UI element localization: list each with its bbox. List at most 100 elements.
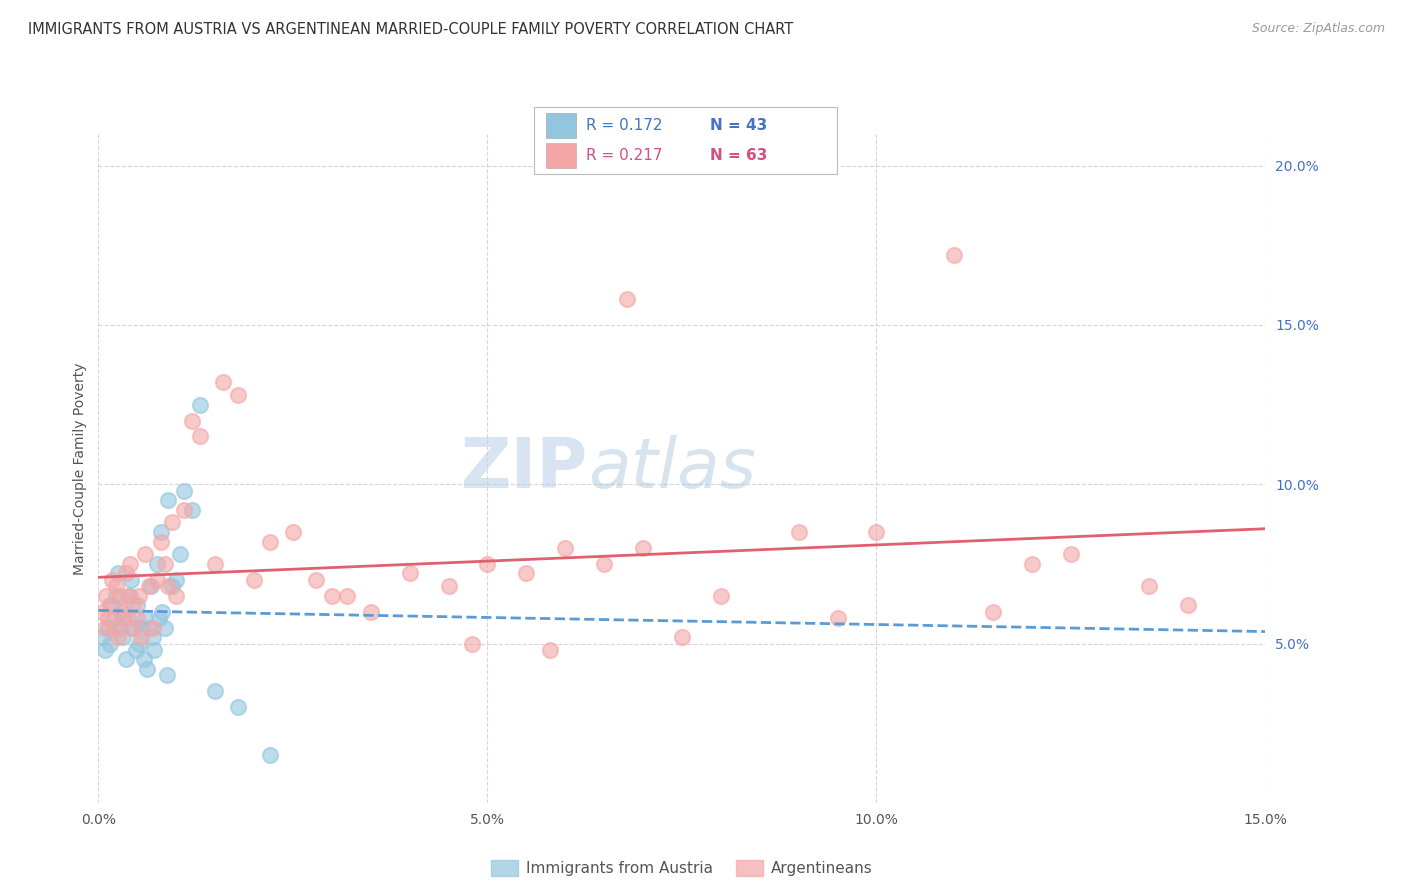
Point: [114, 652, 136, 666]
Point: [943, 248, 966, 262]
Point: [162, 579, 184, 593]
Point: [180, 502, 202, 516]
Point: [104, 589, 127, 603]
Point: [153, 621, 176, 635]
Point: [1137, 579, 1160, 593]
Point: [118, 589, 141, 603]
Point: [96, 589, 118, 603]
Text: IMMIGRANTS FROM AUSTRIA VS ARGENTINEAN MARRIED-COUPLE FAMILY POVERTY CORRELATION: IMMIGRANTS FROM AUSTRIA VS ARGENTINEAN M…: [28, 22, 793, 37]
Point: [188, 429, 211, 443]
Point: [129, 621, 152, 635]
Point: [173, 483, 195, 498]
Point: [153, 557, 176, 571]
Text: Source: ZipAtlas.com: Source: ZipAtlas.com: [1251, 22, 1385, 36]
Point: [101, 573, 124, 587]
Text: atlas: atlas: [589, 434, 756, 502]
Point: [461, 636, 484, 650]
Point: [111, 605, 134, 619]
Point: [108, 621, 131, 635]
Point: [212, 376, 235, 390]
Point: [108, 589, 131, 603]
Point: [631, 541, 654, 555]
Point: [134, 611, 156, 625]
Point: [157, 579, 180, 593]
Point: [1177, 599, 1199, 613]
Point: [128, 636, 150, 650]
Point: [117, 589, 139, 603]
Point: [127, 611, 149, 625]
Point: [138, 621, 160, 635]
Point: [1021, 557, 1043, 571]
Point: [173, 502, 195, 516]
Point: [129, 630, 152, 644]
Text: ZIP: ZIP: [461, 434, 589, 502]
Point: [97, 611, 120, 625]
Point: [93, 621, 115, 635]
Point: [93, 643, 115, 657]
Point: [103, 621, 125, 635]
Point: [865, 524, 887, 539]
Point: [156, 668, 179, 682]
Point: [142, 621, 165, 635]
Point: [149, 534, 172, 549]
Point: [538, 643, 561, 657]
Point: [827, 611, 849, 625]
Point: [259, 747, 281, 762]
Point: [103, 611, 125, 625]
Point: [554, 541, 576, 555]
Point: [117, 611, 139, 625]
Point: [710, 589, 733, 603]
Point: [138, 579, 160, 593]
Point: [120, 573, 142, 587]
Text: R = 0.172: R = 0.172: [586, 118, 662, 133]
Point: [165, 589, 187, 603]
Point: [204, 557, 226, 571]
Point: [120, 621, 142, 635]
Point: [146, 573, 169, 587]
Point: [114, 566, 136, 581]
Point: [281, 524, 304, 539]
Point: [259, 534, 281, 549]
Legend: Immigrants from Austria, Argentineans: Immigrants from Austria, Argentineans: [485, 854, 879, 882]
Point: [101, 599, 124, 613]
Point: [593, 557, 616, 571]
Point: [135, 662, 157, 676]
Point: [477, 557, 499, 571]
Point: [150, 605, 173, 619]
Point: [98, 599, 121, 613]
Point: [336, 589, 359, 603]
Point: [142, 630, 165, 644]
Point: [128, 589, 150, 603]
Point: [981, 605, 1004, 619]
Text: N = 43: N = 43: [710, 118, 768, 133]
Point: [118, 557, 141, 571]
Point: [146, 557, 169, 571]
Point: [122, 599, 145, 613]
Point: [321, 589, 343, 603]
Point: [360, 605, 382, 619]
Point: [228, 700, 250, 714]
Point: [437, 579, 460, 593]
Point: [132, 652, 155, 666]
Point: [243, 573, 266, 587]
Text: R = 0.217: R = 0.217: [586, 148, 662, 163]
Point: [787, 524, 810, 539]
Point: [149, 524, 172, 539]
Point: [98, 636, 121, 650]
Point: [180, 413, 202, 427]
Point: [141, 579, 163, 593]
Point: [165, 573, 187, 587]
Point: [515, 566, 537, 581]
Point: [91, 605, 114, 619]
Point: [616, 293, 638, 307]
Point: [228, 388, 250, 402]
Point: [104, 579, 127, 593]
Point: [188, 398, 211, 412]
Point: [204, 684, 226, 698]
Point: [107, 566, 129, 581]
Point: [398, 566, 420, 581]
Point: [107, 630, 129, 644]
Point: [122, 621, 145, 635]
Point: [143, 643, 166, 657]
Point: [169, 547, 191, 561]
